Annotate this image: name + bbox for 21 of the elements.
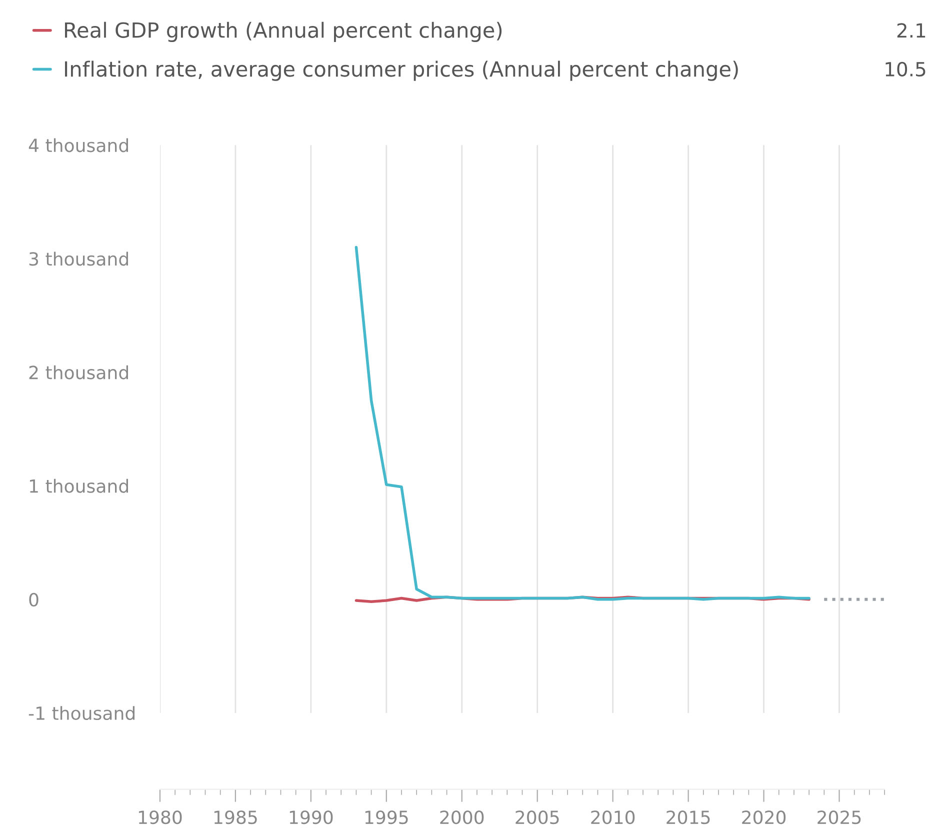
x-tick-label: 1980 bbox=[138, 810, 182, 824]
y-tick-label: -1 thousand bbox=[28, 706, 135, 720]
legend-label: Inflation rate, average consumer prices (Annual percent change) bbox=[65, 60, 738, 81]
y-tick-label: 2 thousand bbox=[29, 365, 128, 380]
x-tick-label: 2025 bbox=[818, 810, 861, 824]
legend-label: Real GDP growth (Annual percent change) bbox=[65, 22, 502, 42]
y-tick-label: 3 thousand bbox=[29, 252, 128, 266]
text: 2.1 bbox=[897, 23, 926, 38]
x-tick-label: 1985 bbox=[214, 810, 257, 824]
x-tick-label: 1990 bbox=[290, 810, 333, 824]
x-tick-label: 2015 bbox=[666, 810, 710, 824]
x-tick-label: 2000 bbox=[440, 810, 484, 824]
x-tick-label: 2020 bbox=[742, 810, 786, 824]
x-tick-label: 1995 bbox=[365, 810, 408, 824]
line-series bbox=[354, 246, 810, 601]
text: 10.5 bbox=[886, 62, 926, 77]
x-tick-label: 2010 bbox=[591, 810, 635, 824]
y-tick-label: 1 thousand bbox=[30, 478, 128, 493]
x-tick-label: 2005 bbox=[516, 810, 559, 824]
y-tick-label: 0 bbox=[29, 592, 38, 606]
y-tick-label: 4 thousand bbox=[28, 138, 128, 152]
